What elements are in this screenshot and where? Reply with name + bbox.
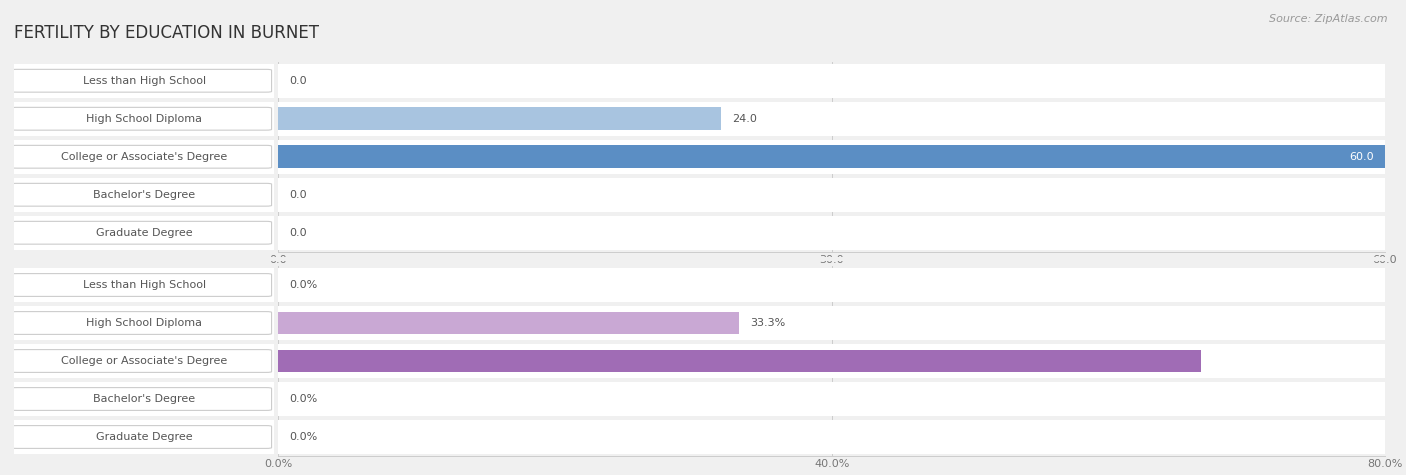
Text: College or Associate's Degree: College or Associate's Degree — [60, 152, 228, 162]
Text: High School Diploma: High School Diploma — [86, 318, 202, 328]
FancyBboxPatch shape — [11, 350, 271, 372]
Text: 0.0: 0.0 — [290, 228, 307, 238]
Text: FERTILITY BY EDUCATION IN BURNET: FERTILITY BY EDUCATION IN BURNET — [14, 24, 319, 42]
Bar — [278, 350, 1201, 372]
Bar — [14, 102, 274, 136]
FancyBboxPatch shape — [11, 69, 271, 92]
Text: 0.0: 0.0 — [290, 76, 307, 86]
Bar — [14, 216, 274, 250]
Bar — [278, 140, 1385, 174]
Text: 60.0: 60.0 — [1350, 152, 1374, 162]
Bar — [278, 145, 1385, 168]
Bar — [278, 268, 1385, 302]
Bar — [278, 64, 1385, 98]
Text: Graduate Degree: Graduate Degree — [96, 432, 193, 442]
FancyBboxPatch shape — [11, 107, 271, 130]
Bar — [14, 382, 274, 416]
Bar — [278, 382, 1385, 416]
FancyBboxPatch shape — [11, 183, 271, 206]
Text: Graduate Degree: Graduate Degree — [96, 228, 193, 238]
FancyBboxPatch shape — [11, 145, 271, 168]
Text: Source: ZipAtlas.com: Source: ZipAtlas.com — [1270, 14, 1388, 24]
Text: High School Diploma: High School Diploma — [86, 114, 202, 124]
Bar — [278, 178, 1385, 212]
Bar — [14, 344, 274, 378]
Text: 33.3%: 33.3% — [749, 318, 786, 328]
Text: 24.0: 24.0 — [733, 114, 756, 124]
FancyBboxPatch shape — [11, 221, 271, 244]
Bar — [14, 64, 274, 98]
Text: Bachelor's Degree: Bachelor's Degree — [93, 190, 195, 200]
Bar — [14, 268, 274, 302]
Text: 66.7%: 66.7% — [1339, 356, 1374, 366]
Text: 0.0: 0.0 — [290, 190, 307, 200]
Bar — [278, 420, 1385, 454]
Bar — [278, 216, 1385, 250]
Bar — [14, 420, 274, 454]
Text: Less than High School: Less than High School — [83, 280, 205, 290]
Bar — [14, 306, 274, 340]
Bar — [14, 140, 274, 174]
Text: 0.0%: 0.0% — [290, 432, 318, 442]
Text: College or Associate's Degree: College or Associate's Degree — [60, 356, 228, 366]
FancyBboxPatch shape — [11, 388, 271, 410]
Text: 0.0%: 0.0% — [290, 280, 318, 290]
Bar — [14, 178, 274, 212]
Bar — [278, 102, 1385, 136]
Bar — [278, 107, 721, 130]
FancyBboxPatch shape — [11, 312, 271, 334]
Bar — [278, 306, 1385, 340]
Text: Less than High School: Less than High School — [83, 76, 205, 86]
Bar — [278, 344, 1385, 378]
Bar — [278, 312, 740, 334]
FancyBboxPatch shape — [11, 426, 271, 448]
Text: Bachelor's Degree: Bachelor's Degree — [93, 394, 195, 404]
Text: 0.0%: 0.0% — [290, 394, 318, 404]
FancyBboxPatch shape — [11, 274, 271, 296]
